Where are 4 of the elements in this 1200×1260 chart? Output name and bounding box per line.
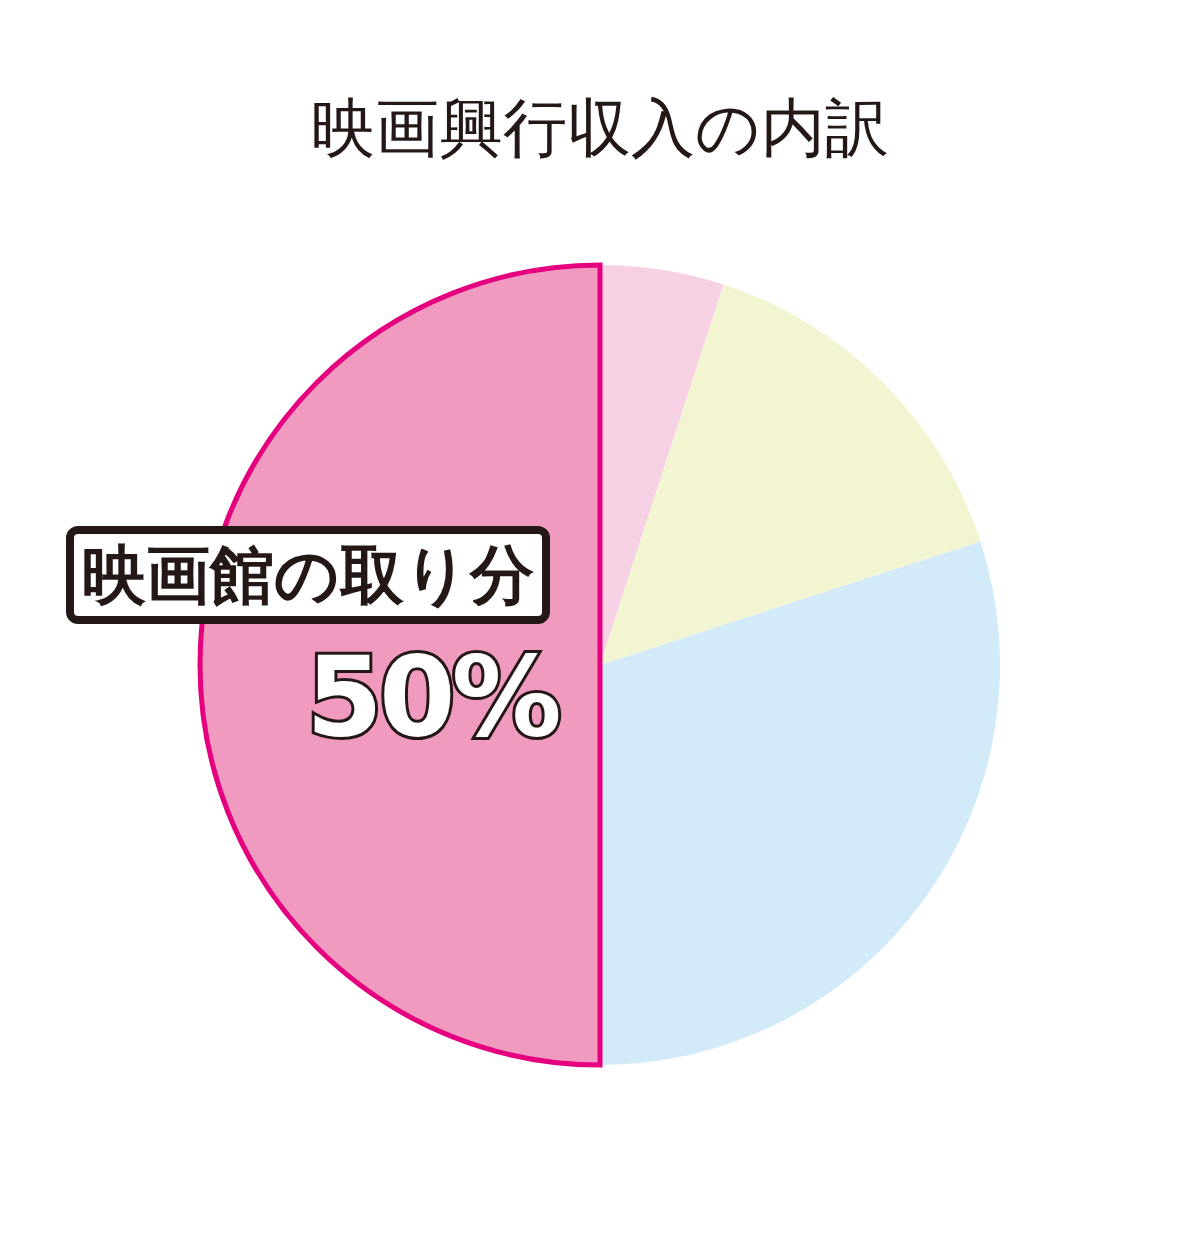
data-label: 50%: [306, 633, 559, 761]
pie-slice: [600, 284, 981, 665]
slice-label: 映画館の取り分: [82, 538, 534, 612]
chart-title: 映画興行収入の内訳: [311, 91, 889, 165]
